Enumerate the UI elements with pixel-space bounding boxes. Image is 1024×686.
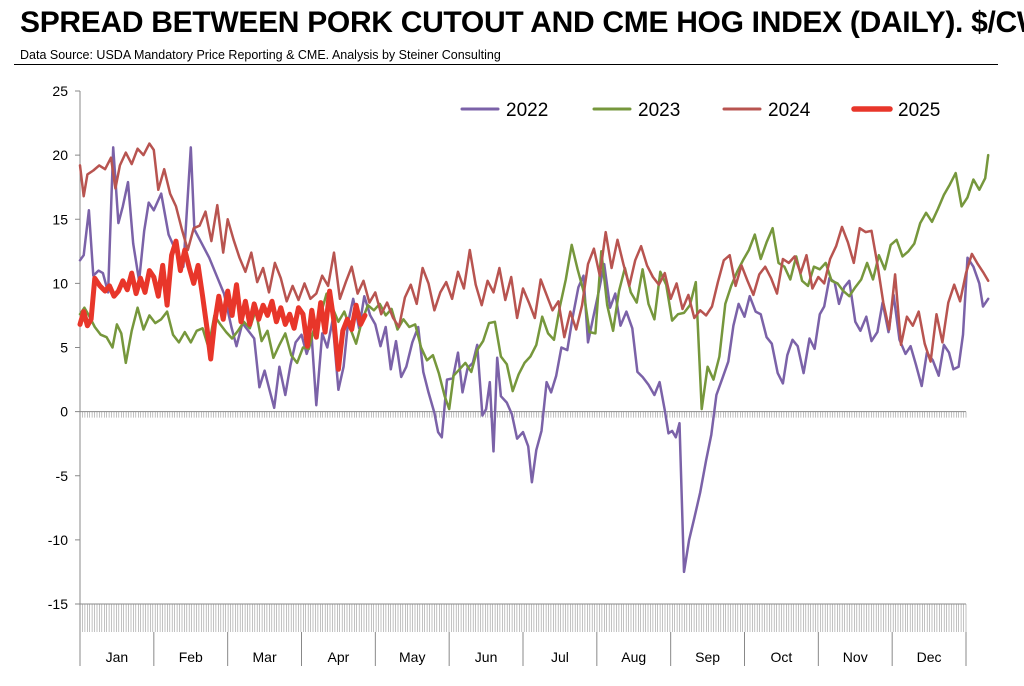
x-tick-label-jun: Jun (475, 649, 498, 665)
y-tick-label: 0 (60, 404, 68, 420)
series-line-2025 (77, 238, 368, 372)
x-tick-label-may: May (399, 649, 425, 665)
zero-line-tick-hatch (79, 411, 967, 418)
x-tick-label-apr: Apr (328, 649, 350, 665)
series-line-2023 (78, 153, 990, 411)
x-tick-label-dec: Dec (917, 649, 942, 665)
x-tick-label-sep: Sep (695, 649, 720, 665)
x-tick-label-aug: Aug (621, 649, 646, 665)
x-tick-label-mar: Mar (253, 649, 277, 665)
chart-legend: 2022 2023 2024 2025 (460, 100, 940, 121)
y-tick-label: -5 (56, 468, 69, 484)
x-tick-label-nov: Nov (843, 649, 868, 665)
bottom-tick-hatch (79, 604, 967, 632)
y-tick-label: -10 (48, 532, 68, 548)
chart-axes (75, 90, 967, 666)
legend-label-2025: 2025 (898, 100, 940, 121)
x-tick-label-jan: Jan (106, 649, 129, 665)
y-tick-label: 5 (60, 340, 68, 356)
title-divider (14, 64, 998, 65)
x-tick-label-feb: Feb (179, 649, 203, 665)
y-axis-tick-labels: 25 20 15 10 5 0 -5 -10 -15 (48, 83, 68, 612)
y-tick-label: 20 (52, 147, 68, 163)
series-line-2024 (78, 142, 990, 363)
series-lines (77, 142, 990, 574)
y-tick-label: 15 (52, 211, 68, 227)
x-tick-label-oct: Oct (771, 649, 793, 665)
legend-label-2024: 2024 (768, 100, 811, 121)
y-tick-label: -15 (48, 596, 68, 612)
x-axis-month-labels: Jan Feb Mar Apr May Jun Jul Aug Sep Oct Nov Dec (106, 649, 942, 665)
legend-label-2022: 2022 (506, 100, 548, 121)
chart-title: SPREAD BETWEEN PORK CUTOUT AND CME HOG I… (20, 6, 1024, 39)
legend-label-2023: 2023 (638, 100, 680, 121)
y-tick-label: 25 (52, 83, 68, 99)
series-line-2022 (78, 146, 990, 574)
x-axis-tick-marks (79, 411, 967, 632)
x-tick-label-jul: Jul (551, 649, 569, 665)
y-tick-label: 10 (52, 275, 68, 291)
data-source-note: Data Source: USDA Mandatory Price Report… (20, 48, 501, 62)
